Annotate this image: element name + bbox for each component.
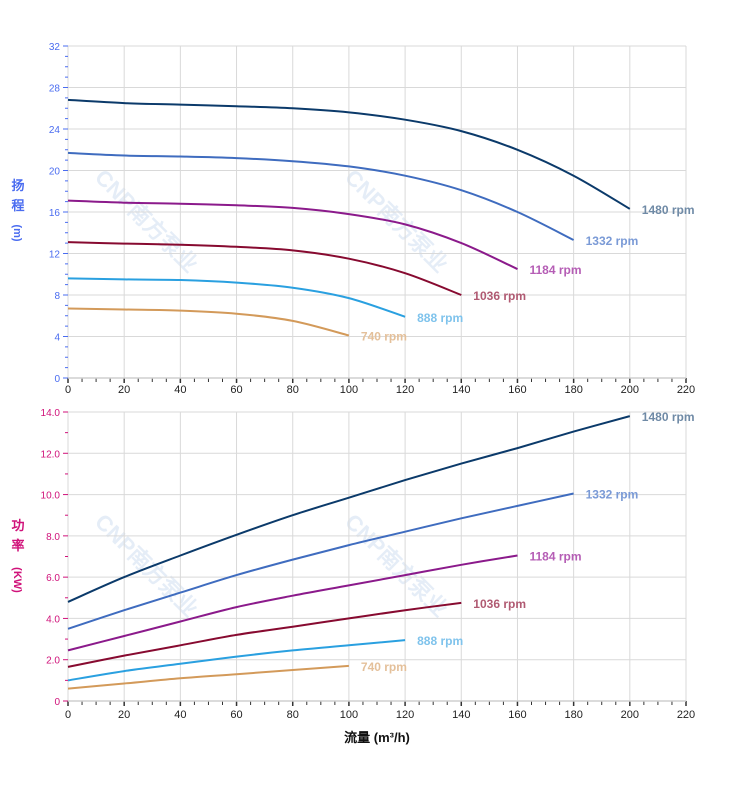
x-tick-label: 0: [65, 384, 71, 396]
y-tick-label: 24: [49, 125, 61, 136]
series-label: 1036 rpm: [473, 597, 526, 611]
y-axis-label: 功: [11, 518, 24, 533]
series-label: 1332 rpm: [586, 234, 639, 248]
y-tick-label: 6.0: [46, 573, 60, 584]
series-line-1036-rpm: [67, 241, 462, 296]
watermark-logo: CNP南方泵业: [90, 164, 203, 277]
x-tick-label: 140: [452, 709, 470, 721]
series-line-1184-rpm: [67, 199, 518, 271]
y-axis-label: 程: [11, 198, 24, 213]
series-line-1480-rpm: [67, 415, 631, 603]
x-tick-label: 60: [230, 709, 242, 721]
y-tick-label: 14.0: [41, 408, 61, 419]
y-axis-label: 扬: [11, 178, 24, 193]
watermark-logo: CNP南方泵业: [90, 509, 203, 622]
y-tick-label: 8.0: [46, 532, 60, 543]
y-tick-label: 16: [49, 208, 61, 219]
x-tick-label: 220: [677, 384, 695, 396]
y-tick-label: 4: [54, 333, 60, 344]
x-tick-label: 60: [230, 384, 242, 396]
series-label: 1036 rpm: [473, 289, 526, 303]
x-axis-label: 流量 (m³/h): [344, 730, 410, 745]
series-label: 1480 rpm: [642, 410, 695, 424]
series-line-740-rpm: [67, 664, 349, 690]
x-tick-label: 80: [287, 709, 299, 721]
x-tick-label: 160: [508, 709, 526, 721]
x-tick-label: 40: [174, 709, 186, 721]
x-tick-label: 20: [118, 709, 130, 721]
y-axis-label: 率: [11, 538, 24, 553]
series-label: 1332 rpm: [586, 488, 639, 502]
y-tick-label: 28: [49, 84, 61, 95]
series-line-1332-rpm: [67, 151, 575, 241]
y-tick-label: 8: [54, 291, 60, 302]
y-tick-label: 12: [49, 250, 61, 261]
x-tick-label: 120: [396, 709, 414, 721]
x-tick-label: 180: [564, 384, 582, 396]
series-line-888-rpm: [67, 277, 406, 318]
x-tick-label: 160: [508, 384, 526, 396]
series-line-1184-rpm: [67, 554, 518, 652]
x-tick-label: 200: [621, 709, 639, 721]
y-tick-label: 32: [49, 42, 61, 53]
series-label: 888 rpm: [417, 634, 463, 648]
x-tick-label: 140: [452, 384, 470, 396]
y-tick-label: 0: [54, 697, 60, 708]
series-label: 1184 rpm: [530, 263, 582, 277]
y-tick-label: 0: [54, 374, 60, 385]
y-tick-label: 20: [49, 167, 61, 178]
series-line-1480-rpm: [67, 98, 631, 210]
x-tick-label: 20: [118, 384, 130, 396]
series-line-1036-rpm: [67, 601, 462, 668]
x-tick-label: 120: [396, 384, 414, 396]
series-label: 740 rpm: [361, 330, 407, 344]
series-label: 740 rpm: [361, 660, 407, 674]
y-axis-label-unit: (m): [11, 224, 23, 241]
x-tick-label: 180: [564, 709, 582, 721]
series-label: 1184 rpm: [530, 550, 582, 564]
x-tick-label: 200: [621, 384, 639, 396]
x-tick-label: 100: [340, 384, 358, 396]
y-tick-label: 2.0: [46, 656, 60, 667]
y-tick-label: 4.0: [46, 614, 60, 625]
series-label: 888 rpm: [417, 311, 463, 325]
x-tick-label: 80: [287, 384, 299, 396]
y-axis-label-unit: (KW): [11, 567, 23, 593]
series-line-888-rpm: [67, 639, 406, 682]
series-label: 1480 rpm: [642, 203, 695, 217]
series-line-1332-rpm: [67, 492, 574, 630]
x-tick-label: 40: [174, 384, 186, 396]
x-tick-label: 220: [677, 709, 695, 721]
y-tick-label: 10.0: [41, 491, 61, 502]
x-tick-label: 0: [65, 709, 71, 721]
y-tick-label: 12.0: [41, 449, 61, 460]
x-tick-label: 100: [340, 709, 358, 721]
watermark-logo: CNP南方泵业: [340, 509, 453, 622]
power-chart: CNP南方泵业 CNP南方泵业 0 20 40 60 80 100 120 140 160 180 20…: [11, 408, 695, 745]
series-line-740-rpm: [67, 307, 350, 337]
